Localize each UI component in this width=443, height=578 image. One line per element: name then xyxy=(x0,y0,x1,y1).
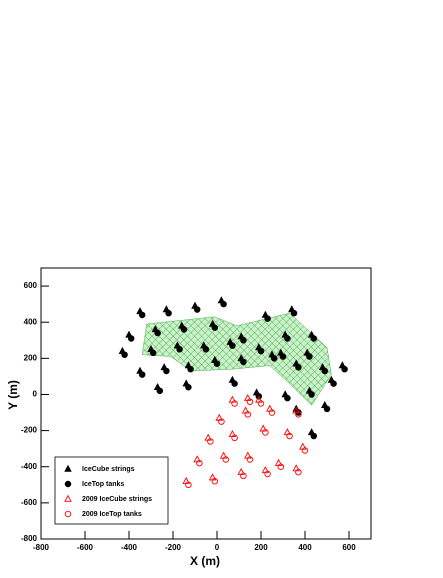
marker-circle xyxy=(231,380,238,387)
marker-circle xyxy=(64,510,72,518)
marker-circle xyxy=(330,380,337,387)
marker-circle xyxy=(323,405,331,413)
marker-triangle xyxy=(64,464,72,472)
x-tick-label: -400 xyxy=(121,543,138,552)
marker-circle xyxy=(295,468,302,476)
marker-circle xyxy=(310,432,318,440)
marker-circle xyxy=(154,329,161,337)
marker-circle xyxy=(231,400,238,407)
marker-circle xyxy=(244,411,252,418)
marker-circle xyxy=(202,346,210,353)
marker-circle xyxy=(156,387,164,395)
marker-circle xyxy=(341,365,348,373)
y-axis-label: Y (m) xyxy=(6,380,20,410)
marker-circle xyxy=(262,429,269,436)
x-tick-label: 600 xyxy=(342,543,356,552)
legend-label: IceCube strings xyxy=(82,466,135,473)
marker-circle xyxy=(149,349,157,357)
marker-circle xyxy=(246,398,254,405)
marker-circle xyxy=(295,364,302,371)
marker-circle xyxy=(207,438,214,445)
shaded-region xyxy=(141,312,332,406)
y-tick-label: -400 xyxy=(21,462,38,471)
marker-circle xyxy=(240,472,247,480)
marker-circle xyxy=(321,367,329,375)
marker-circle xyxy=(180,326,188,333)
x-tick-label: -200 xyxy=(165,543,182,552)
x-tick-label: -600 xyxy=(77,543,94,552)
x-axis-label: X (m) xyxy=(190,554,220,568)
marker-circle xyxy=(257,400,265,407)
marker-circle xyxy=(286,432,293,440)
marker-circle xyxy=(218,418,225,425)
marker-circle xyxy=(165,309,172,317)
marker-circle xyxy=(290,309,298,317)
marker-circle xyxy=(229,342,236,349)
x-tick-label: 0 xyxy=(215,543,220,552)
y-tick-label: -200 xyxy=(21,426,38,435)
marker-circle xyxy=(295,411,302,418)
marker-circle xyxy=(231,434,238,442)
marker-circle xyxy=(301,447,309,454)
legend-box xyxy=(54,456,169,525)
marker-circle xyxy=(264,470,271,478)
marker-triangle xyxy=(64,494,72,502)
marker-circle xyxy=(64,480,72,488)
y-tick-label: 0 xyxy=(33,390,38,399)
legend-label: 2009 IceCube strings xyxy=(82,496,152,503)
x-tick-label: 400 xyxy=(298,543,312,552)
marker-circle xyxy=(196,459,203,467)
marker-circle xyxy=(257,347,265,355)
marker-circle xyxy=(176,346,183,353)
y-tick-label: -800 xyxy=(21,534,38,543)
marker-circle xyxy=(193,306,201,313)
legend-label: IceTop tanks xyxy=(82,481,124,488)
marker-circle xyxy=(277,463,285,470)
x-tick-label: -800 xyxy=(33,543,50,552)
marker-circle xyxy=(240,358,247,366)
y-tick-label: -600 xyxy=(21,498,38,507)
plot-frame xyxy=(40,267,372,540)
marker-circle xyxy=(270,355,278,362)
x-tick-label: 200 xyxy=(254,543,268,552)
marker-circle xyxy=(211,324,219,331)
marker-circle xyxy=(246,456,254,463)
marker-circle xyxy=(211,477,219,485)
marker-circle xyxy=(163,367,170,375)
marker-circle xyxy=(310,335,318,342)
marker-circle xyxy=(268,409,276,416)
marker-circle xyxy=(308,391,315,398)
marker-circle xyxy=(138,311,146,319)
marker-circle xyxy=(295,409,302,416)
marker-circle xyxy=(127,335,135,342)
marker-circle xyxy=(264,315,271,322)
marker-circle xyxy=(187,365,194,373)
marker-circle xyxy=(284,335,291,342)
marker-circle xyxy=(240,337,247,344)
legend-label: 2009 IceTop tanks xyxy=(82,511,142,518)
marker-circle xyxy=(279,353,287,360)
marker-circle xyxy=(222,456,230,463)
marker-circle xyxy=(213,360,221,368)
marker-circle xyxy=(138,371,146,378)
marker-circle xyxy=(284,394,291,402)
marker-circle xyxy=(185,481,192,489)
y-tick-label: 600 xyxy=(24,281,38,290)
marker-circle xyxy=(185,383,192,391)
marker-circle xyxy=(220,300,227,308)
y-tick-label: 200 xyxy=(24,353,38,362)
marker-circle xyxy=(121,351,128,358)
marker-circle xyxy=(306,353,313,360)
y-tick-label: 400 xyxy=(24,317,38,326)
